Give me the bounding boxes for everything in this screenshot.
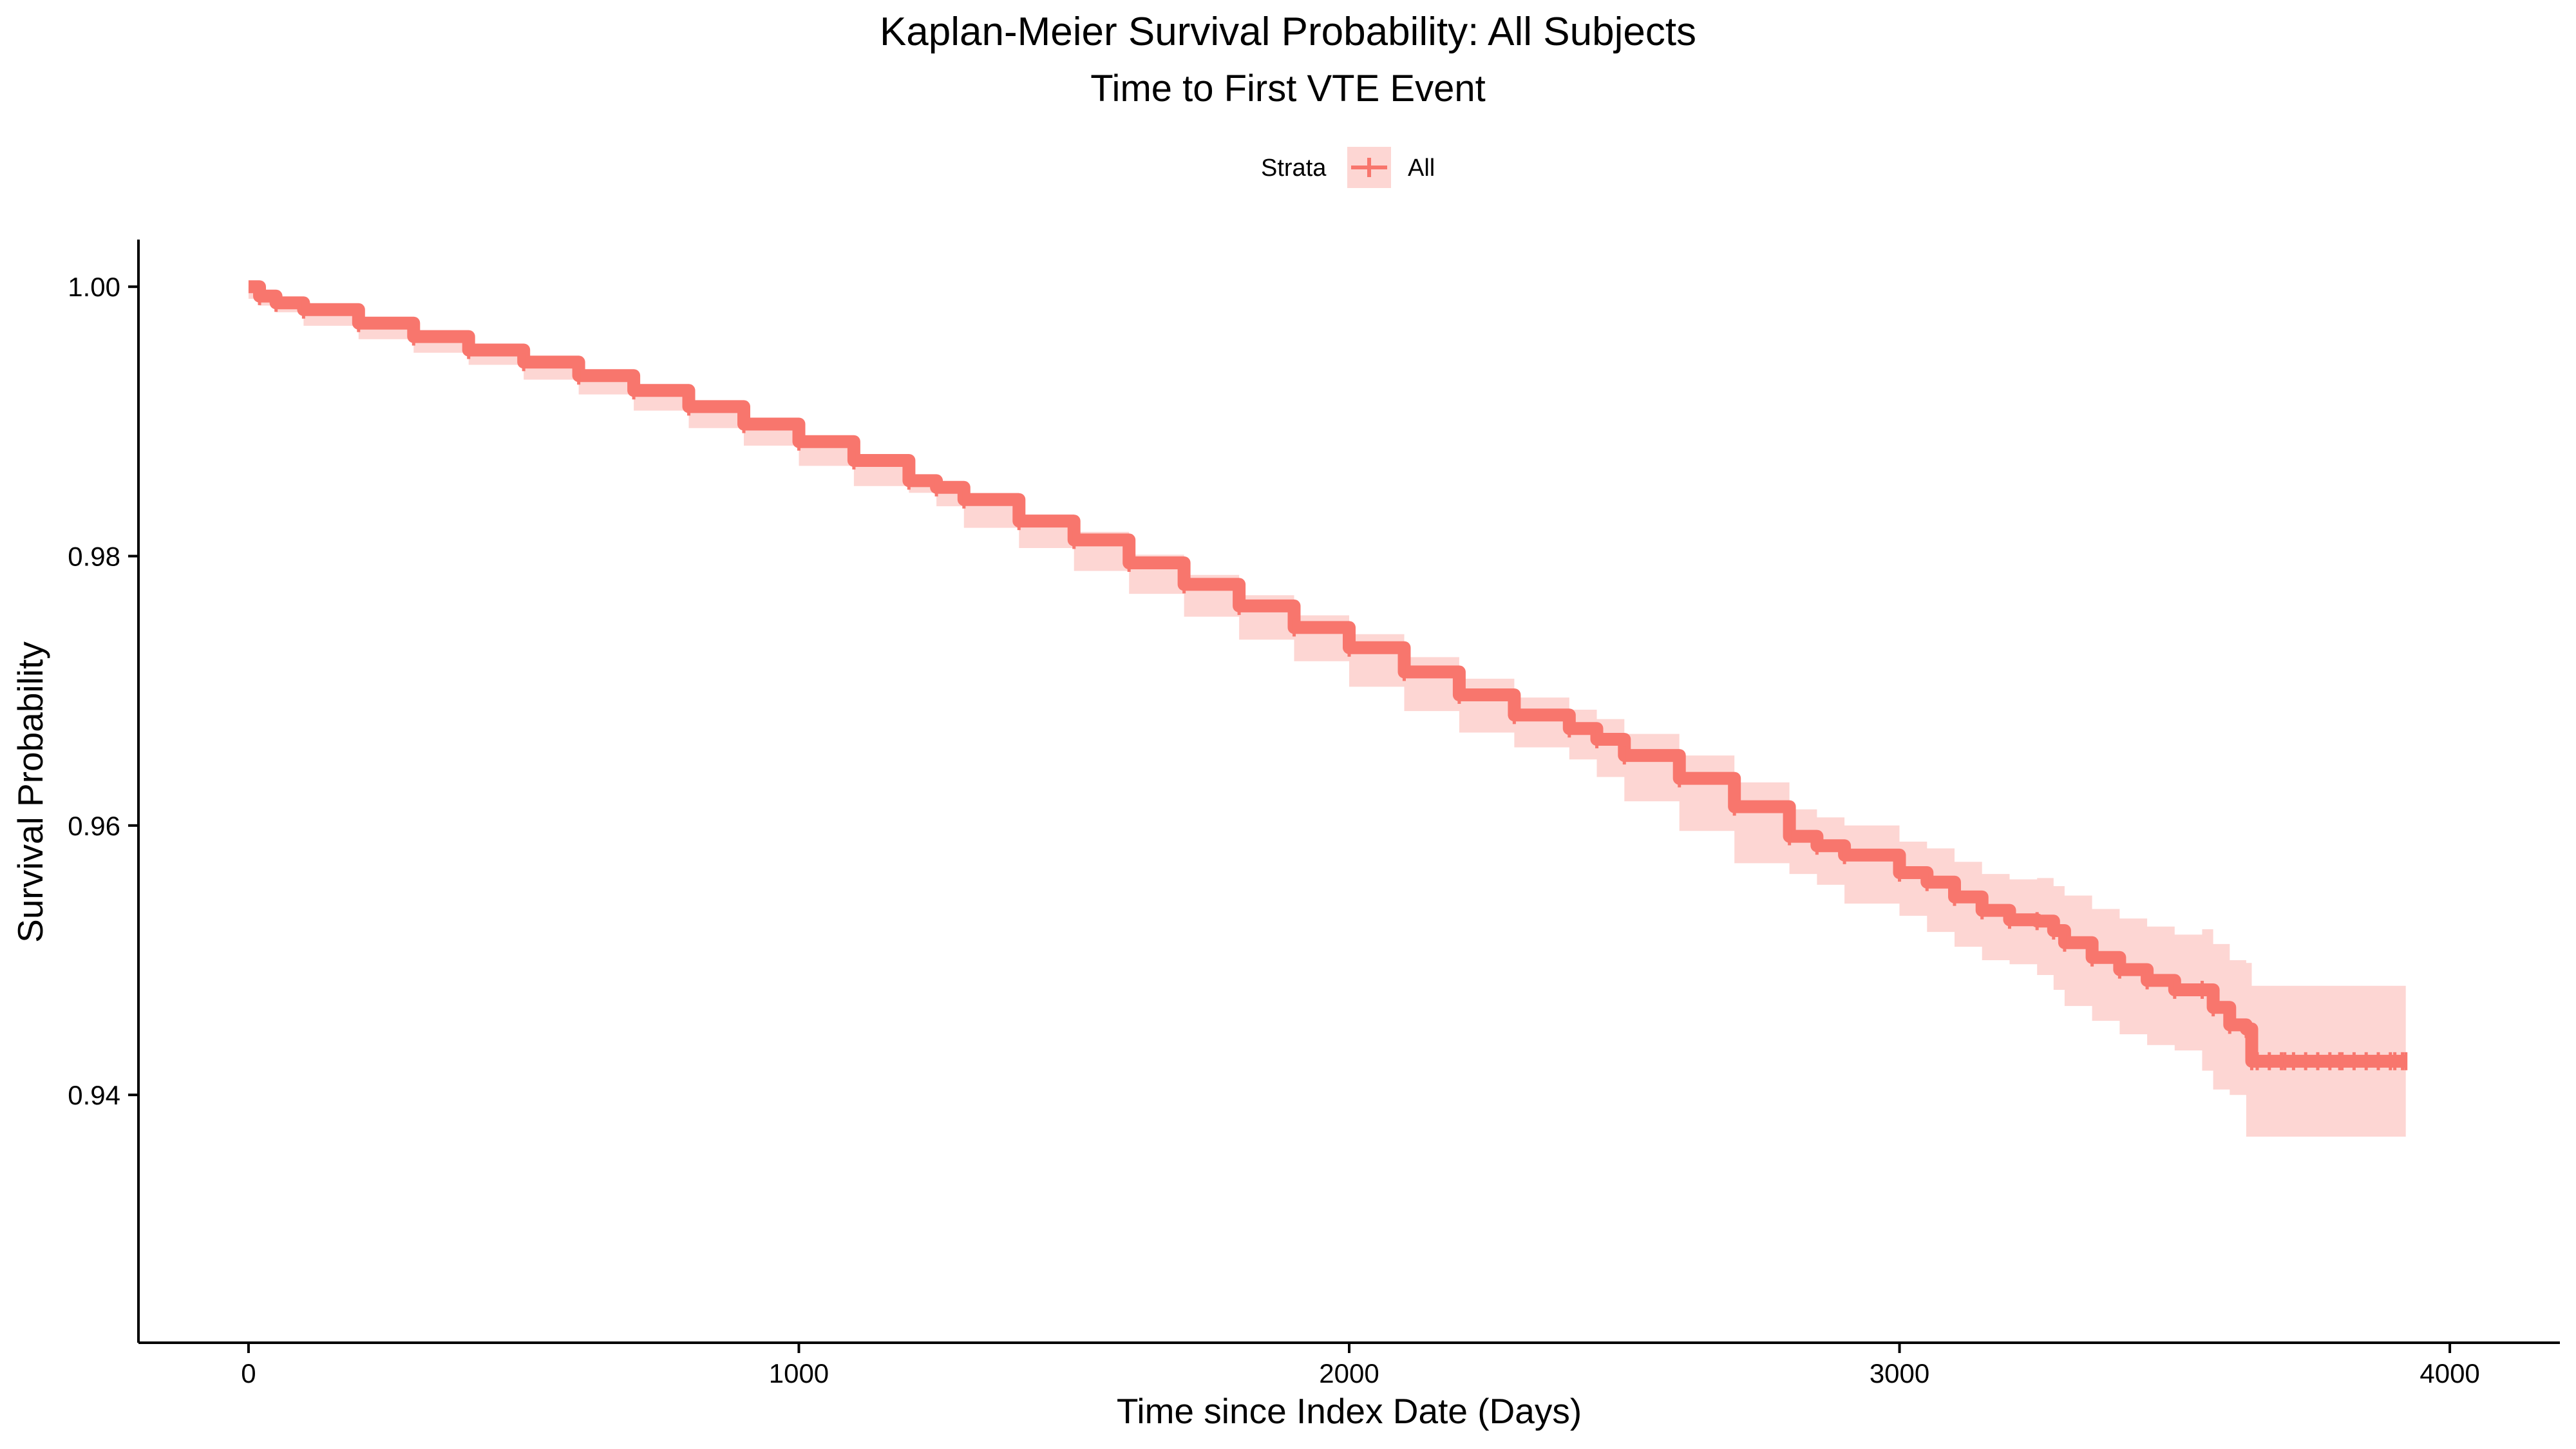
- legend-title: Strata: [1261, 155, 1327, 182]
- y-tick-label: 0.96: [68, 811, 120, 841]
- x-tick-label: 2000: [1319, 1358, 1379, 1388]
- x-tick-label: 0: [241, 1358, 256, 1388]
- x-tick-label: 1000: [769, 1358, 829, 1388]
- y-axis-label: Survival Probability: [10, 641, 50, 943]
- x-tick-label: 3000: [1870, 1358, 1929, 1388]
- y-tick-label: 0.98: [68, 542, 120, 572]
- chart-title: Kaplan-Meier Survival Probability: All S…: [880, 10, 1696, 54]
- plot-area: [248, 280, 2408, 1137]
- y-tick-label: 1.00: [68, 272, 120, 302]
- y-tick-label: 0.94: [68, 1080, 120, 1110]
- censor-marks: [258, 287, 2408, 1070]
- legend-label-all: All: [1408, 155, 1435, 182]
- x-tick-label: 4000: [2420, 1358, 2479, 1388]
- x-axis-label: Time since Index Date (Days): [1117, 1391, 1582, 1431]
- chart-subtitle: Time to First VTE Event: [1090, 68, 1485, 109]
- legend: Strata All: [1261, 147, 1435, 188]
- axes: 0 1000 2000 3000 4000 0.94 0.96 0.98 1.00: [68, 240, 2560, 1388]
